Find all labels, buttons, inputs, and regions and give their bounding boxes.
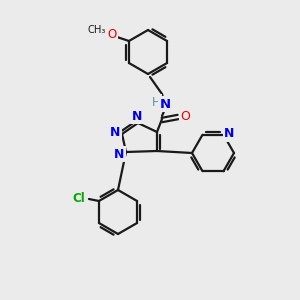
Text: N: N bbox=[159, 98, 171, 110]
Text: H: H bbox=[152, 95, 160, 109]
Text: Cl: Cl bbox=[73, 191, 85, 205]
Text: O: O bbox=[180, 110, 190, 122]
Text: N: N bbox=[114, 148, 124, 160]
Text: CH₃: CH₃ bbox=[88, 25, 106, 35]
Text: N: N bbox=[110, 127, 120, 140]
Text: N: N bbox=[132, 110, 142, 122]
Text: N: N bbox=[224, 127, 235, 140]
Text: O: O bbox=[107, 28, 117, 41]
